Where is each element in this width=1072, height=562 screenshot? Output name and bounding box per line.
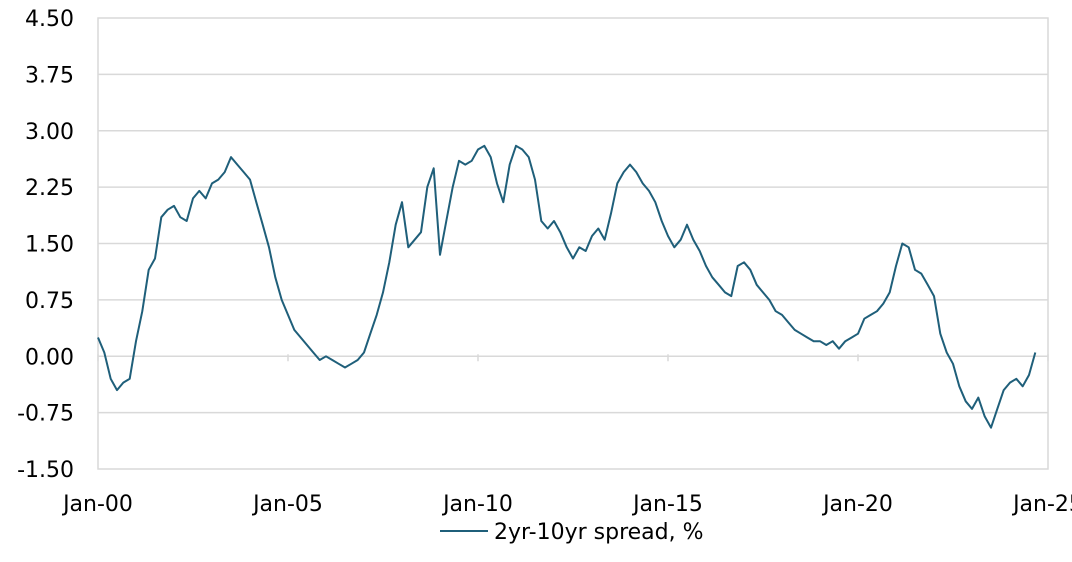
y-tick-label: -1.50 — [17, 458, 74, 483]
x-axis: Jan-00 Jan-05 Jan-10 Jan-15 Jan-20 Jan-25 — [61, 354, 1072, 517]
y-tick-label: 0.00 — [25, 345, 74, 370]
x-tick-label: Jan-10 — [441, 492, 513, 517]
gridlines — [98, 73, 1048, 414]
y-tick-label: 3.75 — [25, 63, 74, 88]
y-tick-label: 1.50 — [25, 233, 74, 258]
y-tick-label: 4.50 — [25, 7, 74, 32]
y-axis: 4.50 3.75 3.00 2.25 1.50 0.75 0.00 -0.75 -1.50 — [17, 7, 74, 483]
legend: 2yr-10yr spread, % — [440, 520, 704, 545]
y-tick-label: -0.75 — [17, 402, 74, 427]
x-tick-label: Jan-25 — [1011, 492, 1072, 517]
y-tick-label: 0.75 — [25, 289, 74, 314]
x-tick-label: Jan-00 — [61, 492, 133, 517]
y-tick-label: 3.00 — [25, 120, 74, 145]
legend-label: 2yr-10yr spread, % — [494, 520, 704, 545]
x-tick-label: Jan-05 — [251, 492, 323, 517]
y-tick-label: 2.25 — [25, 176, 74, 201]
x-tick-label: Jan-20 — [821, 492, 893, 517]
series-line-2yr-10yr-spread — [97, 144, 1037, 429]
x-tick-label: Jan-15 — [631, 492, 703, 517]
